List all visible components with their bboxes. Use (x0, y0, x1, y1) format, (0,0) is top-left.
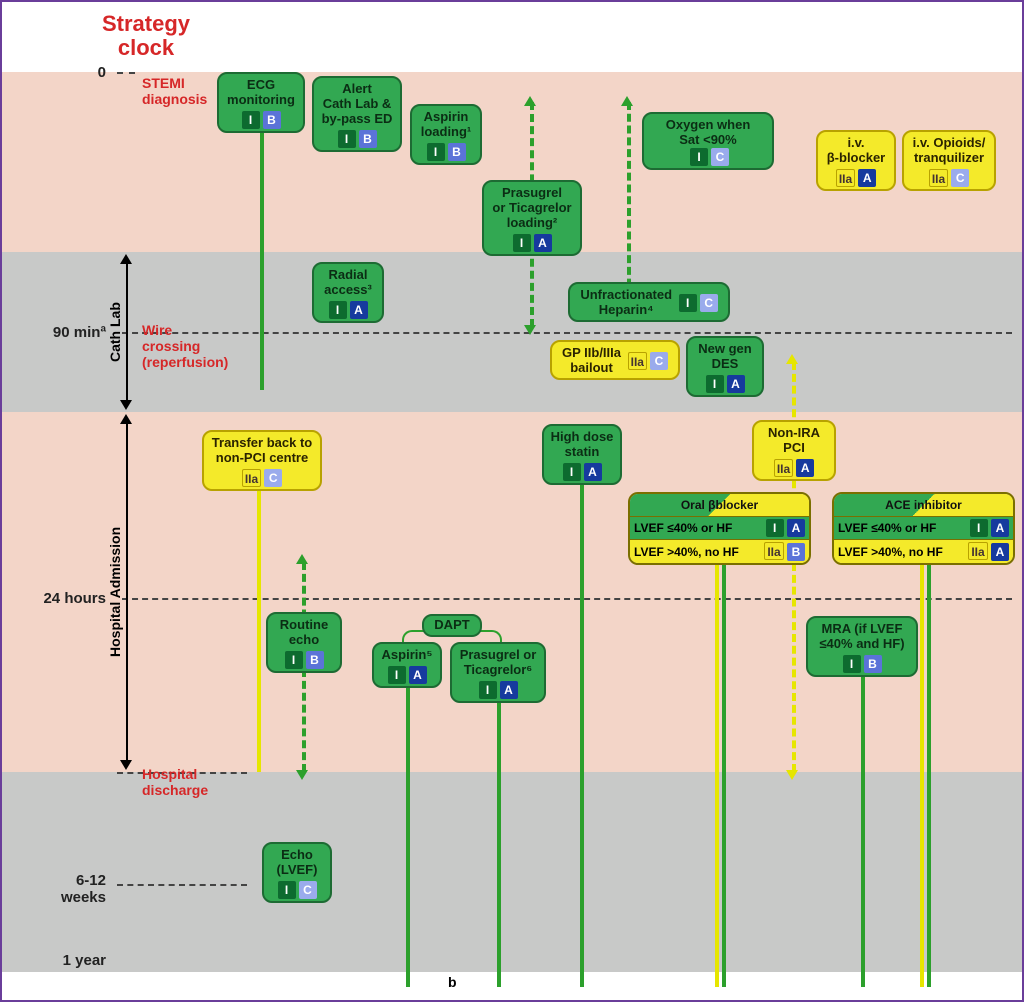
box-iv-betablocker: i.v. β-blocker IIaA (816, 130, 896, 191)
guide-6-12w (117, 884, 247, 886)
line-transfer (257, 452, 261, 772)
box-transfer: Transfer back to non-PCI centre IIaC (202, 430, 322, 491)
box-statin: High dose statin IA (542, 424, 622, 485)
time-90min: 90 minª (2, 324, 112, 341)
line-ace-yellow (920, 532, 924, 987)
box-routine-echo: Routine echo IB (266, 612, 342, 673)
box-oral-betablocker: Oral βblocker LVEF ≤40% or HF I A LVEF >… (628, 492, 811, 565)
time-6-12w: 6-12 weeks (2, 872, 112, 906)
box-oxygen: Oxygen when Sat <90% IC (642, 112, 774, 170)
box-ecg: ECG monitoring IB (217, 72, 305, 133)
tick-0 (117, 72, 135, 74)
box-prasugrel-ticagrelor: Prasugrel or Ticagrelor⁶ IA (450, 642, 546, 703)
stage-stemi: STEMI diagnosis (142, 75, 207, 107)
box-aspirin5: Aspirin⁵ IA (372, 642, 442, 688)
line-mra (861, 662, 865, 987)
dapt-label-box: DAPT (422, 614, 482, 637)
time-0: 0 (2, 64, 112, 81)
cath-arrow (126, 262, 128, 402)
box-alert: Alert Cath Lab & by-pass ED IB (312, 76, 402, 152)
zone-followup (2, 772, 1022, 972)
time-1y: 1 year (2, 952, 112, 969)
line-statin (580, 432, 584, 987)
line-aspirin5 (406, 667, 410, 987)
bb-row2: LVEF >40%, no HF IIa B (630, 539, 809, 563)
box-gp: GP IIb/IIIa bailout IIaC (550, 340, 680, 380)
time-24h: 24 hours (2, 590, 112, 607)
ace-row2: LVEF >40%, no HF IIa A (834, 539, 1013, 563)
line-ace-green (927, 532, 931, 987)
box-radial: Radial access³ IA (312, 262, 384, 323)
line-prasT (497, 667, 501, 987)
stage-wire: Wire crossing (reperfusion) (142, 322, 228, 370)
guide-90min (122, 332, 1012, 334)
box-aspirin-loading: Aspirin loading¹ IB (410, 104, 482, 165)
box-des: New gen DES IA (686, 336, 764, 397)
box-nonira: Non-IRA PCI IIaA (752, 420, 836, 481)
box-echo-lvef: Echo (LVEF) IC (262, 842, 332, 903)
box-prasugrel-loading: Prasugrel or Ticagrelor loading² IA (482, 180, 582, 256)
line-bb-yellow (715, 532, 719, 987)
ace-row1: LVEF ≤40% or HF I A (834, 516, 1013, 539)
box-ace-inhibitor: ACE inhibitor LVEF ≤40% or HF I A LVEF >… (832, 492, 1015, 565)
footnote-b: b (448, 974, 457, 990)
side-hospital: Hospital Admission (107, 502, 123, 682)
title-line2: clock (118, 35, 174, 60)
diagram-title: Strategy clock (102, 12, 190, 60)
title-line1: Strategy (102, 11, 190, 36)
box-ufh: Unfractionated Heparin⁴ IC (568, 282, 730, 322)
box-mra: MRA (if LVEF ≤40% and HF) IB (806, 616, 918, 677)
hosp-arrow (126, 422, 128, 762)
strategy-clock-diagram: Strategy clock 0 90 minª 24 hours 6-12 w… (0, 0, 1024, 1002)
box-iv-opioids: i.v. Opioids/ tranquilizer IIaC (902, 130, 996, 191)
side-cath-lab: Cath Lab (107, 292, 123, 372)
zone-hospital (2, 412, 1022, 772)
guide-24h (122, 598, 1012, 600)
bb-row1: LVEF ≤40% or HF I A (630, 516, 809, 539)
line-ecg (260, 130, 264, 390)
line-bb-green (722, 532, 726, 987)
stage-discharge: Hospital discharge (142, 766, 208, 798)
